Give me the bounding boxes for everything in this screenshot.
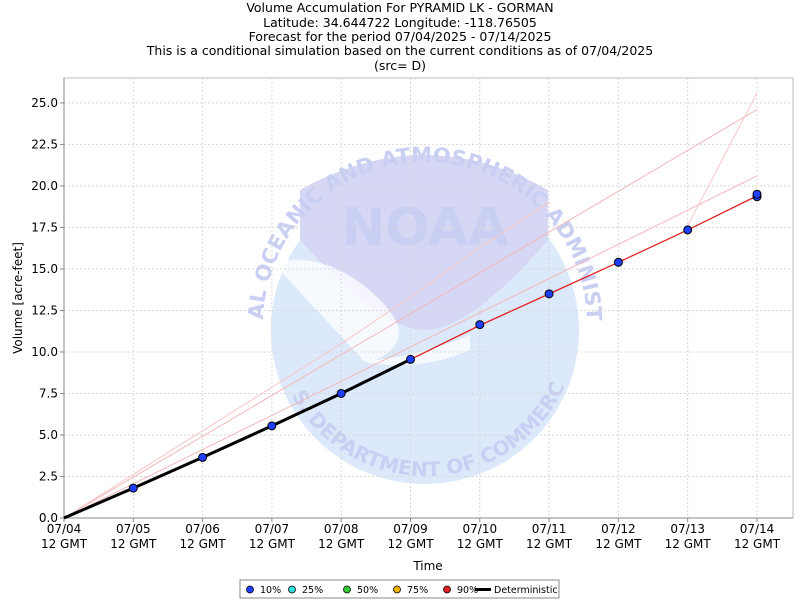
x-tick-date: 07/07: [255, 522, 290, 536]
x-tick-time: 12 GMT: [526, 537, 573, 551]
x-tick-date: 07/09: [393, 522, 428, 536]
legend: 10% 25% 50% 75% 90% Deterministic: [239, 579, 560, 599]
axes: [63, 78, 793, 519]
x-tick-time: 12 GMT: [734, 537, 781, 551]
chart-title: Volume Accumulation For PYRAMID LK - GOR…: [146, 0, 653, 73]
faint-traces: [63, 92, 758, 519]
series-10pct-point: [613, 257, 623, 267]
ensemble-trace: [63, 202, 550, 519]
x-tick-date: 07/05: [116, 522, 151, 536]
series-10pct-point: [683, 225, 693, 235]
series-10pct-point: [406, 354, 415, 364]
x-tick-time: 12 GMT: [595, 537, 642, 551]
y-ticks: 0.0 2.5 5.0 7.5 10.0 12.5 15.0 17.5 20.0 22.5 25.0: [31, 96, 64, 525]
x-tick-time: 12 GMT: [41, 537, 88, 551]
legend-label: Deterministic: [494, 585, 558, 596]
x-tick-date: 07/13: [670, 522, 705, 536]
x-tick-time: 12 GMT: [110, 537, 157, 551]
title-line-4: This is a conditional simulation based o…: [146, 43, 653, 58]
y-tick-label: 10.0: [31, 345, 58, 359]
watermark-wave: [272, 259, 470, 366]
y-tick-label: 20.0: [31, 179, 58, 193]
series-10pct-point: [544, 289, 554, 299]
x-tick-time: 12 GMT: [318, 537, 365, 551]
series-lines: [63, 195, 758, 520]
series-10pct-point: [128, 483, 138, 493]
title-line-3: Forecast for the period 07/04/2025 - 07/…: [249, 29, 552, 44]
series-10pct-point: [198, 452, 208, 462]
x-tick-time: 12 GMT: [457, 537, 504, 551]
y-tick-label: 2.5: [39, 469, 58, 483]
y-tick-label: 25.0: [31, 96, 58, 110]
legend-label: 90%: [457, 585, 478, 596]
ensemble-trace: [63, 109, 758, 519]
series-90pct-line: [410, 195, 758, 361]
y-tick-label: 17.5: [31, 220, 58, 234]
series-deterministic-line: [63, 358, 412, 520]
legend-label: 10%: [260, 585, 281, 596]
y-tick-label: 5.0: [39, 428, 58, 442]
title-line-2: Latitude: 34.644722 Longitude: -118.7650…: [263, 15, 537, 30]
y-tick-label: 12.5: [31, 303, 58, 317]
legend-label: 50%: [357, 585, 378, 596]
series-10pct-point: [336, 388, 346, 398]
x-tick-time: 12 GMT: [665, 537, 712, 551]
y-axis-label: Volume [acre-feet]: [11, 242, 25, 354]
x-tick-date: 07/11: [532, 522, 567, 536]
legend-marker: [393, 585, 401, 594]
legend-marker: [246, 585, 254, 594]
series-10pct-point: [475, 320, 485, 330]
x-tick-date: 07/08: [324, 522, 359, 536]
y-tick-label: 7.5: [39, 386, 58, 400]
legend-marker: [288, 585, 296, 594]
x-axis-label: Time: [412, 559, 442, 573]
x-tick-time: 12 GMT: [180, 537, 227, 551]
y-tick-label: 22.5: [31, 137, 58, 151]
gridlines: [64, 78, 793, 518]
legend-marker: [443, 585, 451, 594]
ensemble-trace: [63, 175, 758, 519]
title-line-1: Volume Accumulation For PYRAMID LK - GOR…: [246, 0, 553, 15]
x-tick-date: 07/06: [185, 522, 220, 536]
legend-label: 75%: [407, 585, 428, 596]
x-tick-date: 07/12: [601, 522, 636, 536]
y-tick-label: 0.0: [39, 511, 58, 525]
ensemble-trace: [687, 92, 758, 227]
x-tick-date: 07/04: [47, 522, 82, 536]
x-tick-date: 07/10: [463, 522, 498, 536]
x-tick-date: 07/14: [740, 522, 775, 536]
y-tick-label: 15.0: [31, 262, 58, 276]
watermark-logo-text: NOAA: [342, 198, 509, 258]
legend-label: 25%: [302, 585, 323, 596]
x-tick-time: 12 GMT: [249, 537, 296, 551]
series-points: [128, 189, 762, 493]
legend-marker: [343, 585, 351, 594]
series-10pct-point: [267, 421, 277, 431]
x-tick-time: 12 GMT: [387, 537, 434, 551]
series-10pct-point: [752, 189, 762, 199]
title-line-5: (src= D): [374, 58, 426, 73]
